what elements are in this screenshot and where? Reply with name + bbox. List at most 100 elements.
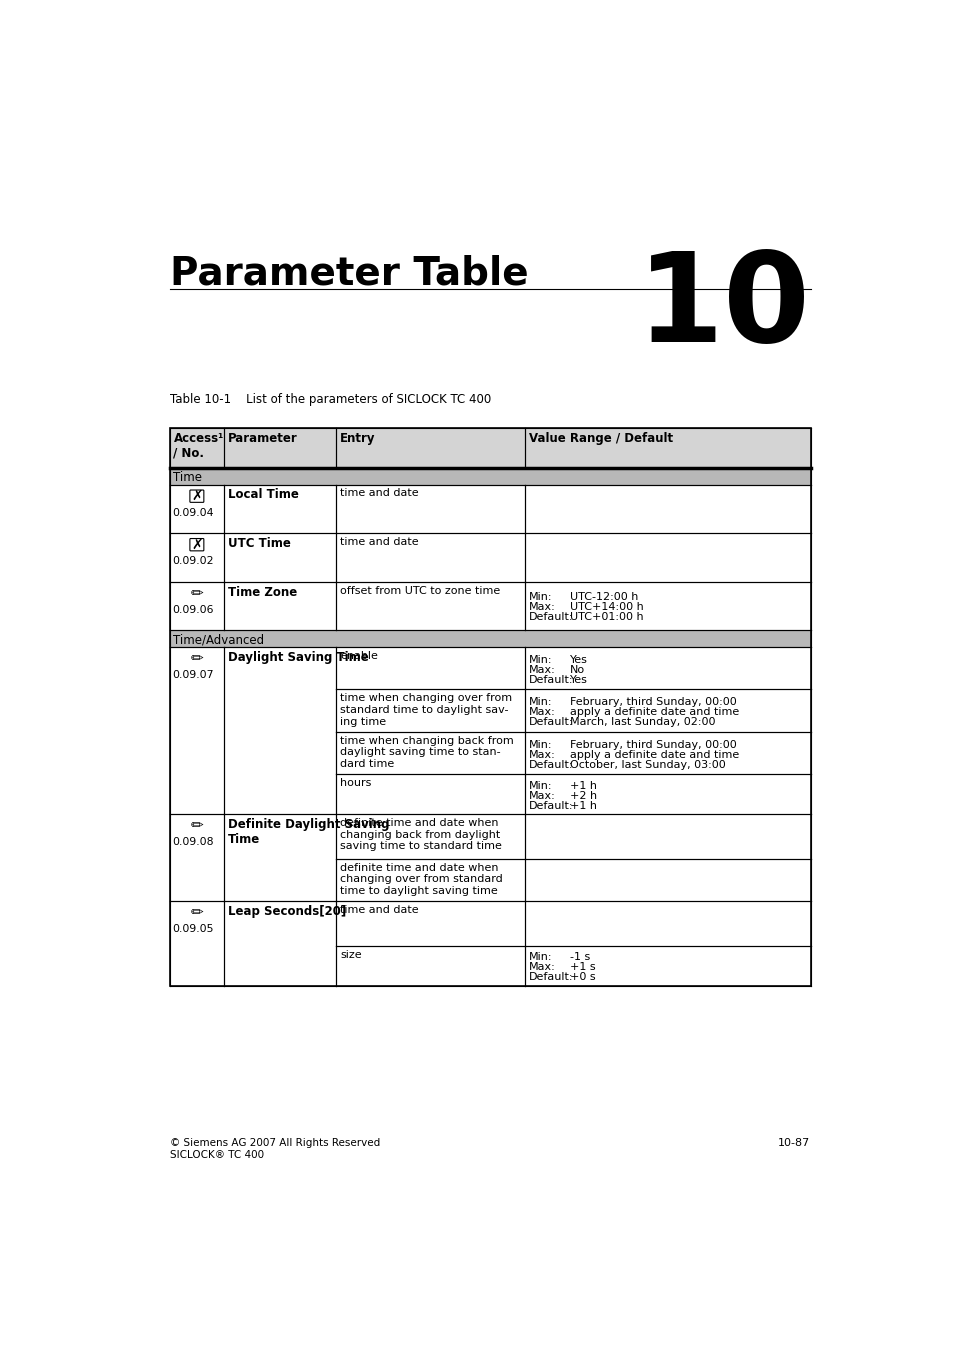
Text: February, third Sunday, 00:00: February, third Sunday, 00:00	[570, 697, 737, 707]
Text: 0.09.04: 0.09.04	[172, 508, 214, 518]
Text: Value Range / Default: Value Range / Default	[529, 432, 673, 444]
Bar	[224, 814, 335, 902]
Bar	[335, 690, 525, 732]
Text: Min:: Min:	[529, 952, 552, 963]
Bar	[335, 814, 525, 859]
Text: October, last Sunday, 03:00: October, last Sunday, 03:00	[570, 760, 725, 770]
Text: time and date: time and date	[340, 904, 418, 915]
Text: Min:: Min:	[529, 697, 552, 707]
Text: UTC+01:00 h: UTC+01:00 h	[570, 613, 643, 622]
Text: 0.09.07: 0.09.07	[172, 670, 214, 680]
Bar	[335, 647, 525, 690]
Text: Yes: Yes	[570, 655, 588, 664]
Text: ✏: ✏	[191, 586, 203, 601]
Text: ✏: ✏	[191, 818, 203, 833]
Text: ✗: ✗	[191, 537, 202, 552]
Text: Default:: Default:	[529, 760, 573, 770]
Text: +0 s: +0 s	[570, 972, 596, 983]
Bar	[525, 902, 810, 946]
Text: hours: hours	[340, 778, 371, 788]
Text: ✗: ✗	[191, 489, 202, 504]
Text: definite time and date when
changing back from daylight
saving time to standard : definite time and date when changing bac…	[340, 818, 501, 852]
Text: apply a definite date and time: apply a definite date and time	[570, 707, 739, 717]
Text: Parameter Table: Parameter Table	[170, 254, 528, 293]
Bar	[525, 946, 810, 986]
Bar	[525, 814, 810, 859]
Text: time and date: time and date	[340, 489, 418, 498]
Bar	[170, 485, 224, 533]
Text: © Siemens AG 2007 All Rights Reserved
SICLOCK® TC 400: © Siemens AG 2007 All Rights Reserved SI…	[170, 1138, 379, 1160]
Text: 0.09.05: 0.09.05	[172, 925, 214, 934]
Bar	[224, 582, 335, 630]
Text: +1 h: +1 h	[570, 801, 597, 811]
Text: Default:: Default:	[529, 717, 573, 728]
Text: Min:: Min:	[529, 593, 552, 602]
Text: Max:: Max:	[529, 791, 556, 801]
Text: +1 h: +1 h	[570, 780, 597, 791]
Bar	[525, 485, 810, 533]
Text: apply a definite date and time: apply a definite date and time	[570, 749, 739, 760]
Bar	[335, 859, 525, 902]
Text: 0.09.06: 0.09.06	[172, 605, 214, 614]
Text: ✏: ✏	[191, 651, 203, 666]
Text: Default:: Default:	[529, 675, 573, 684]
Bar	[170, 428, 810, 986]
Text: time when changing back from
daylight saving time to stan-
dard time: time when changing back from daylight sa…	[340, 736, 514, 769]
Text: UTC+14:00 h: UTC+14:00 h	[570, 602, 643, 613]
Bar	[170, 582, 224, 630]
Bar	[224, 647, 335, 814]
Text: 10-87: 10-87	[778, 1138, 810, 1149]
Bar	[525, 774, 810, 814]
Bar	[224, 902, 335, 986]
Text: Max:: Max:	[529, 749, 556, 760]
Text: ✏: ✏	[191, 906, 203, 921]
Bar	[170, 533, 224, 582]
Text: enable: enable	[340, 651, 377, 661]
Text: size: size	[340, 949, 361, 960]
Bar	[224, 428, 335, 467]
Text: Yes: Yes	[570, 675, 588, 684]
Bar	[170, 902, 224, 986]
Text: offset from UTC to zone time: offset from UTC to zone time	[340, 586, 500, 595]
Bar	[335, 732, 525, 774]
Text: Definite Daylight Saving
Time: Definite Daylight Saving Time	[228, 818, 389, 846]
Bar	[335, 485, 525, 533]
Text: 10: 10	[636, 247, 810, 367]
Text: Table 10-1    List of the parameters of SICLOCK TC 400: Table 10-1 List of the parameters of SIC…	[170, 393, 491, 406]
Text: Daylight Saving Time: Daylight Saving Time	[228, 651, 369, 664]
Bar	[224, 533, 335, 582]
Bar	[335, 946, 525, 986]
Bar	[335, 582, 525, 630]
Bar	[525, 859, 810, 902]
Text: Default:: Default:	[529, 801, 573, 811]
Text: Max:: Max:	[529, 664, 556, 675]
Text: Local Time: Local Time	[228, 489, 298, 501]
Bar	[335, 774, 525, 814]
Text: No: No	[570, 664, 585, 675]
Text: Time/Advanced: Time/Advanced	[173, 633, 264, 647]
Text: Min:: Min:	[529, 655, 552, 664]
Text: Access¹
/ No.: Access¹ / No.	[173, 432, 224, 459]
Text: time when changing over from
standard time to daylight sav-
ing time: time when changing over from standard ti…	[340, 694, 512, 726]
Text: +1 s: +1 s	[570, 963, 596, 972]
Bar	[335, 533, 525, 582]
Text: Max:: Max:	[529, 707, 556, 717]
Text: UTC-12:00 h: UTC-12:00 h	[570, 593, 638, 602]
Text: Time Zone: Time Zone	[228, 586, 297, 598]
Text: Min:: Min:	[529, 780, 552, 791]
Text: Default:: Default:	[529, 972, 573, 983]
Bar	[525, 428, 810, 467]
Text: +2 h: +2 h	[570, 791, 597, 801]
Text: Max:: Max:	[529, 602, 556, 613]
Bar	[525, 690, 810, 732]
Text: Parameter: Parameter	[228, 432, 297, 444]
Bar	[525, 582, 810, 630]
Text: March, last Sunday, 02:00: March, last Sunday, 02:00	[570, 717, 715, 728]
Bar	[335, 902, 525, 946]
Bar	[170, 814, 224, 902]
Bar	[170, 630, 810, 647]
Text: Min:: Min:	[529, 740, 552, 749]
Text: definite time and date when
changing over from standard
time to daylight saving : definite time and date when changing ove…	[340, 863, 502, 896]
Bar	[170, 467, 810, 485]
Text: 0.09.02: 0.09.02	[172, 556, 214, 566]
